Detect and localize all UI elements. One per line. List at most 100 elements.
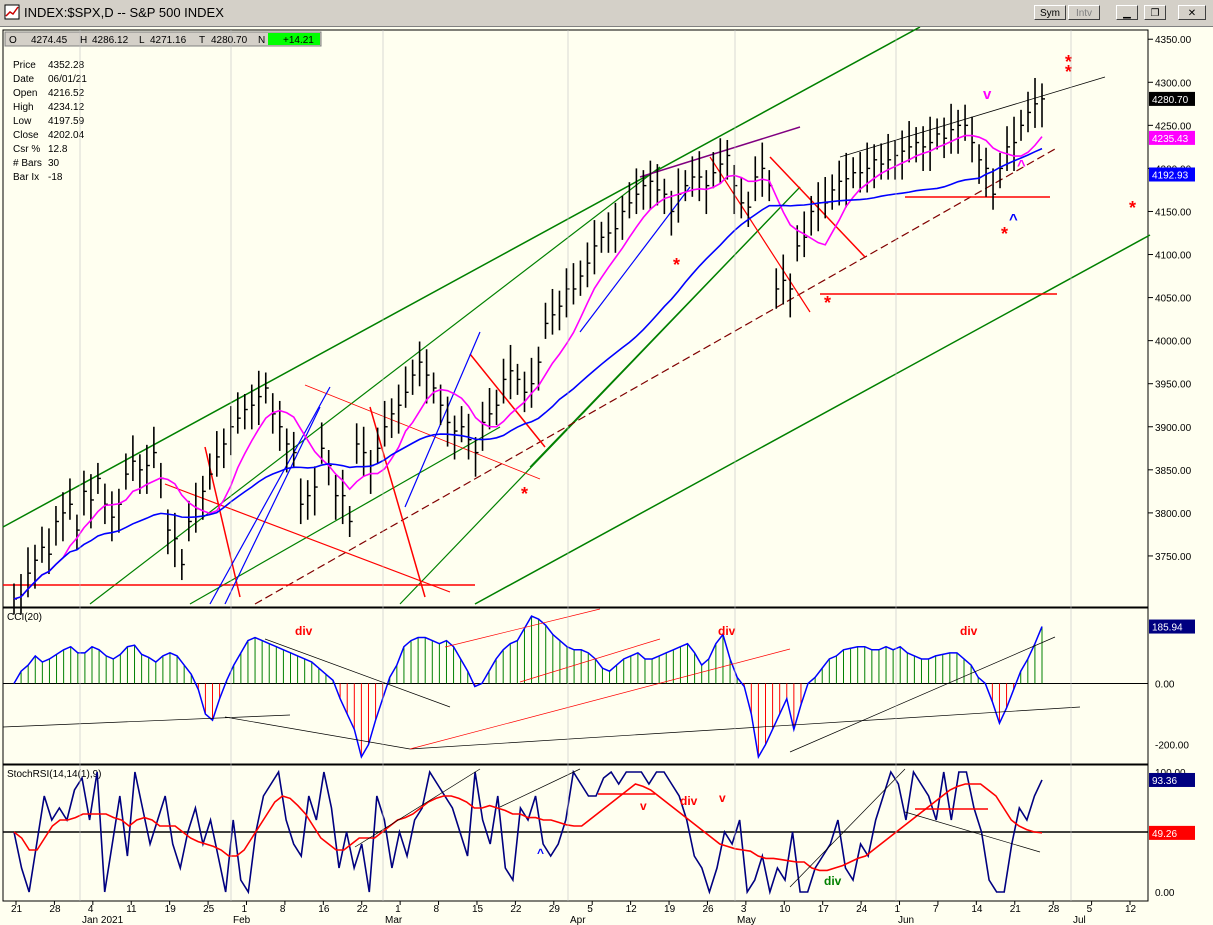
annotation-mark: v: [983, 86, 992, 103]
x-tick-label: 22: [357, 904, 369, 915]
x-tick-label: 21: [11, 904, 23, 915]
quote-bar: O 4274.45 H 4286.12 L 4271.16 T 4280.70 …: [4, 31, 322, 47]
price-tag: [1149, 91, 1195, 106]
trend-line: [224, 406, 321, 605]
price-tick-label: 4000.00: [1155, 337, 1192, 348]
star-marker: *: [1129, 198, 1136, 218]
net-value: +14.21: [283, 35, 314, 46]
info-label: Price: [13, 60, 36, 71]
x-tick-label: 17: [818, 904, 830, 915]
div-annotation: div: [960, 624, 978, 638]
stochrsi-title: StochRSI(14,14(1),9): [7, 769, 102, 780]
chart-app-icon: [4, 4, 20, 20]
price-tag: [1149, 167, 1195, 182]
moving-average-line: [13, 147, 1043, 600]
trend-line: [89, 166, 661, 605]
cci-trend-line: [264, 638, 451, 708]
div-annotation: div: [295, 624, 313, 638]
cci-trend-line: [444, 608, 601, 648]
moving-averages: [13, 134, 1043, 600]
info-label: Low: [13, 116, 32, 127]
month-label: May: [737, 915, 756, 925]
stochrsi-annotation: v: [719, 791, 726, 805]
star-marker: *: [1065, 52, 1072, 72]
info-label: Bar Ix: [13, 172, 39, 183]
stochrsi-line: [13, 783, 1043, 872]
cci-indicator: CCI(20) div div div 185.94 0.00 -200.00: [2, 608, 1195, 760]
trend-line: [404, 331, 481, 508]
stochrsi-annotation: div: [680, 794, 698, 808]
trend-line: [189, 426, 501, 605]
x-tick-label: 15: [472, 904, 484, 915]
month-label: Jan 2021: [82, 915, 124, 925]
close-button[interactable]: ✕: [1178, 5, 1206, 20]
annotation-mark: ^: [1017, 157, 1026, 174]
info-value: 4197.59: [48, 116, 85, 127]
x-tick-label: 12: [626, 904, 638, 915]
x-tick-label: 11: [126, 904, 137, 915]
sym-button[interactable]: Sym: [1034, 5, 1066, 20]
star-marker: *: [1065, 62, 1072, 82]
stochrsi-indicator: StochRSI(14,14(1),9)^vdivvdiv100.000.009…: [3, 768, 1195, 899]
x-tick-label: 8: [434, 904, 440, 915]
star-marker: *: [673, 255, 680, 275]
trend-line: [204, 446, 241, 598]
minimize-button[interactable]: ▁: [1116, 5, 1138, 20]
info-value: 4234.12: [48, 102, 85, 113]
x-tick-label: 8: [280, 904, 286, 915]
open-label: O: [9, 35, 17, 46]
info-box: Price 4352.28 Date 06/01/21 Open 4216.52 High 4…: [13, 60, 87, 183]
cci-trend-line: [2, 714, 291, 728]
x-tick-label: 19: [664, 904, 676, 915]
stochrsi-trend-line: [789, 768, 906, 888]
trend-line: [209, 386, 331, 605]
price-tick-label: 3850.00: [1155, 466, 1192, 477]
price-tick-label: 4050.00: [1155, 294, 1192, 305]
price-tick-label: 4150.00: [1155, 207, 1192, 218]
price-tag: [1149, 130, 1195, 145]
month-label: Apr: [570, 915, 586, 925]
annotation-mark: ^: [1009, 211, 1018, 228]
cci-trend-line: [409, 648, 791, 750]
x-tick-label: 26: [702, 904, 714, 915]
stochrsi-line: [13, 769, 1043, 896]
star-marker: *: [521, 484, 528, 504]
x-tick-label: 21: [1010, 904, 1022, 915]
x-tick-label: 7: [933, 904, 939, 915]
star-marker: *: [824, 293, 831, 313]
info-label: Close: [13, 130, 39, 141]
trend-line: [254, 148, 1056, 605]
trend-line: [709, 156, 811, 313]
cci-tick-label: 0.00: [1155, 679, 1175, 690]
trend-lines: [2, 27, 1151, 605]
stochrsi-value-tag: [1149, 825, 1195, 840]
div-annotation: div: [718, 624, 736, 638]
x-tick-label: 3: [741, 904, 747, 915]
price-tick-label: 4350.00: [1155, 35, 1192, 46]
x-tick-label: 12: [1125, 904, 1137, 915]
x-tick-label: 28: [49, 904, 61, 915]
price-tick-label: 3900.00: [1155, 423, 1192, 434]
cci-tick-label: -200.00: [1155, 741, 1189, 752]
price-tag-label: 4280.70: [1152, 95, 1189, 106]
price-tags: 4280.70 4235.43 4192.93: [1149, 91, 1195, 182]
x-tick-label: 24: [856, 904, 868, 915]
price-axis: 4350.004300.004250.004200.004150.004100.…: [1148, 35, 1192, 563]
close-value: 4280.70: [211, 35, 248, 46]
window-titlebar: INDEX:$SPX,D -- S&P 500 INDEX Sym Intv ▁…: [0, 0, 1213, 27]
price-tick-label: 3750.00: [1155, 552, 1192, 563]
stochrsi-value-label: 49.26: [1152, 829, 1177, 840]
info-label: Csr %: [13, 144, 40, 155]
price-tick-label: 4100.00: [1155, 251, 1192, 262]
intv-button[interactable]: Intv: [1068, 5, 1100, 20]
info-value: 30: [48, 158, 60, 169]
chart-markers: *******v^^: [521, 52, 1136, 504]
cci-trend-line: [224, 716, 411, 750]
chart-area[interactable]: O 4274.45 H 4286.12 L 4271.16 T 4280.70 …: [0, 27, 1213, 925]
stochrsi-trend-line: [499, 768, 581, 808]
month-label: Mar: [385, 915, 403, 925]
x-tick-label: 16: [318, 904, 330, 915]
stochrsi-value-tag: [1149, 772, 1195, 787]
restore-button[interactable]: ❐: [1144, 5, 1166, 20]
cci-panel: [2, 607, 1149, 765]
